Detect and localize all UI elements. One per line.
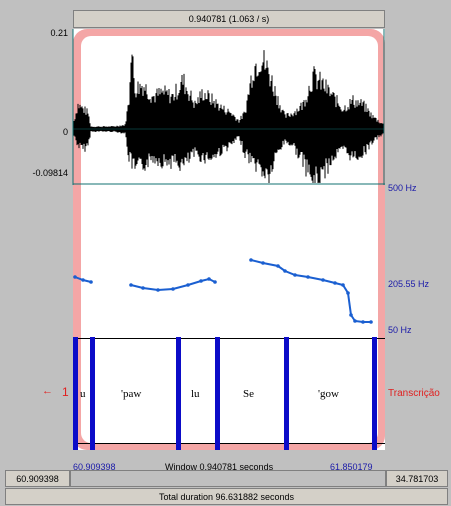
interval-boundary[interactable]	[284, 337, 289, 450]
selection-start-label: 60.909398	[73, 462, 116, 472]
pitch-point	[156, 288, 160, 292]
window-duration-label: Window 0.940781 seconds	[165, 462, 274, 472]
interval-boundary[interactable]	[90, 337, 95, 450]
pitch-point	[361, 320, 365, 324]
pitch-point	[213, 280, 217, 284]
pitch-point	[73, 275, 77, 279]
interval-boundary[interactable]	[372, 337, 377, 450]
waveform-plot	[72, 29, 385, 185]
right-hidden-duration-bar[interactable]: 34.781703	[386, 470, 448, 487]
pitch-point	[186, 283, 190, 287]
selection-duration-label: 0.940781 (1.063 / s)	[188, 14, 270, 24]
pitch-point	[89, 280, 93, 284]
pitch-point	[283, 269, 287, 273]
tier-top-line	[73, 338, 385, 339]
pitch-point	[321, 278, 325, 282]
pitch-point	[261, 261, 265, 265]
pitch-point	[341, 283, 345, 287]
pitch-top-label: 500 Hz	[388, 183, 417, 193]
tier-number[interactable]: 1	[62, 385, 69, 399]
pitch-mid-label: 205.55 Hz	[388, 279, 430, 289]
waveform-max-label: 0.21	[50, 28, 68, 38]
pitch-point	[353, 319, 357, 323]
pitch-point	[293, 273, 297, 277]
pitch-point	[249, 258, 253, 262]
pitch-point	[199, 279, 203, 283]
pitch-point	[129, 283, 133, 287]
pitch-point	[81, 278, 85, 282]
selection-duration-bar[interactable]: 0.940781 (1.063 / s)	[73, 10, 385, 28]
waveform-zero-label: 0	[62, 127, 68, 137]
pitch-contour	[73, 258, 373, 324]
tier-pointer-icon[interactable]: ←	[42, 385, 53, 397]
pitch-bottom-label: 50 Hz	[388, 325, 412, 335]
pitch-point	[276, 264, 280, 268]
waveform-min-label: -0.09814	[32, 168, 68, 178]
pitch-point	[333, 281, 337, 285]
interval-label[interactable]: 'gow	[318, 388, 339, 400]
interval-label[interactable]: lu	[191, 388, 200, 400]
pitch-point	[141, 286, 145, 290]
pitch-point	[207, 277, 211, 281]
left-hidden-duration-label: 60.909398	[16, 473, 59, 484]
pitch-segment	[250, 259, 371, 323]
interval-label[interactable]: Se	[243, 388, 254, 400]
right-hidden-duration-label: 34.781703	[395, 473, 439, 484]
interval-label[interactable]: u	[80, 388, 86, 400]
interval-boundary[interactable]	[215, 337, 220, 450]
total-duration-bar[interactable]: Total duration 96.631882 seconds	[5, 488, 448, 505]
pitch-point	[346, 291, 350, 295]
tier-bottom-line	[73, 443, 385, 444]
interval-boundary[interactable]	[176, 337, 181, 450]
pitch-point	[171, 287, 175, 291]
pitch-point	[349, 313, 353, 317]
interval-boundary[interactable]	[73, 337, 78, 450]
interval-label[interactable]: 'paw	[121, 388, 142, 400]
visible-window-bar[interactable]	[70, 470, 386, 487]
pitch-point	[369, 320, 373, 324]
pitch-point	[306, 275, 310, 279]
tier-name-label[interactable]: Transcrição	[388, 388, 440, 399]
total-duration-label: Total duration 96.631882 seconds	[158, 491, 295, 502]
selection-end-label: 61.850179	[330, 462, 373, 472]
left-hidden-duration-bar[interactable]: 60.909398	[5, 470, 70, 487]
